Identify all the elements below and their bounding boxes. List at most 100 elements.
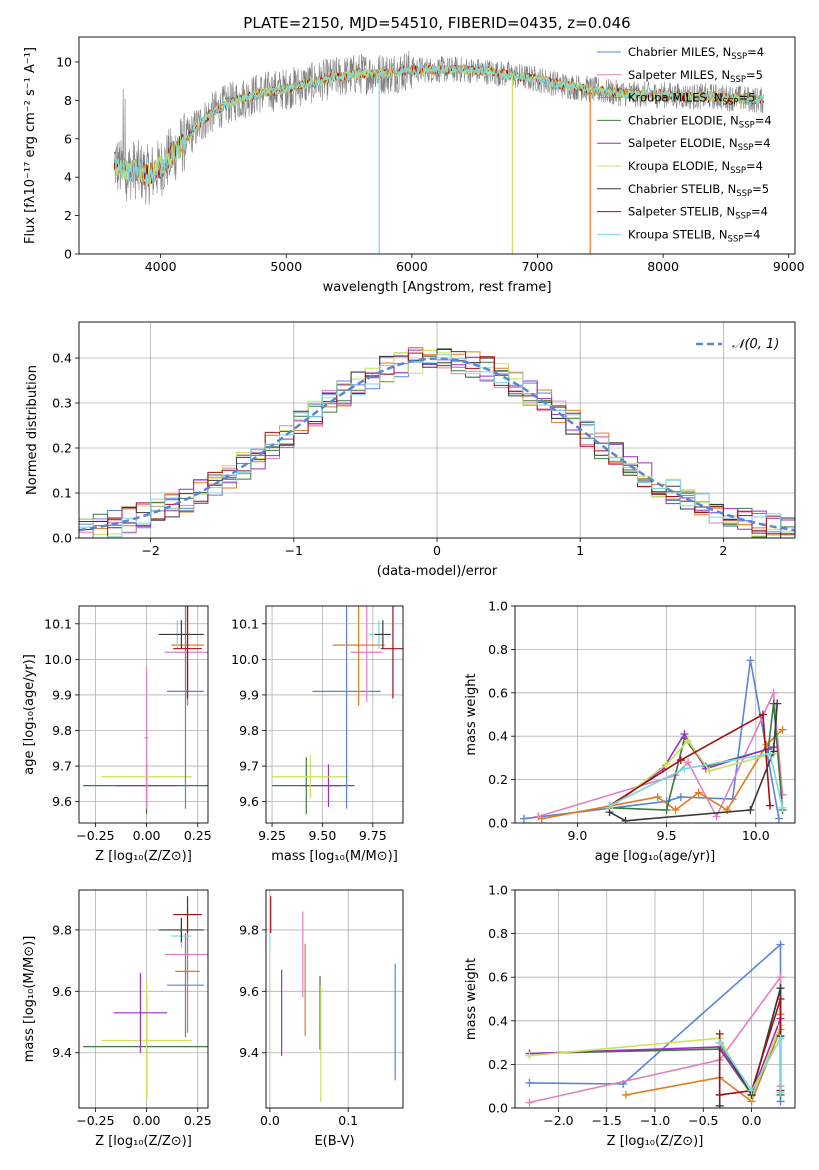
age_vs_Z-ytick-label: 10.0 — [44, 652, 72, 667]
legend-entry: Chabrier STELIB, NSSP=5 — [628, 182, 769, 199]
mass-weight-marker — [680, 764, 689, 773]
residuals-ylabel: Normed distribution — [25, 365, 40, 495]
mass_weight_vs_Z-xtick-label: 0.0 — [742, 1113, 762, 1128]
age_vs_mass-axes: 9.25 9.50 9.75 9.6 9.7 9.8 9.9 10.0 10.1 mass [lo… — [231, 606, 403, 864]
plots-group: 4000 5000 6000 7000 8000 90000246810wavelengt… — [22, 36, 805, 1149]
mass-weight-marker — [758, 710, 767, 719]
mass_vs_ebv-axes: 0.0 0.1 9.4 9.6 9.8 E(B-V) — [239, 890, 403, 1149]
mass-weight-line — [537, 689, 784, 819]
mass-weight-marker — [653, 792, 662, 801]
spectrum-xtick-label: 5000 — [270, 259, 302, 274]
mass_vs_ebv-ytick-label: 9.6 — [239, 984, 259, 999]
age_vs_mass-points — [272, 606, 403, 815]
mass-weight-marker — [605, 801, 614, 810]
age_vs_Z-ytick-label: 9.7 — [52, 759, 72, 774]
mass-weight-marker — [676, 792, 685, 801]
mass-weight-marker — [519, 814, 528, 823]
mass_vs_Z-xtick-label: −0.25 — [76, 1113, 114, 1128]
legend-entry: Salpeter ELODIE, NSSP=4 — [628, 136, 771, 153]
mass_weight_vs_Z-ylabel: mass weight — [464, 958, 479, 1040]
mass_vs_ebv-ytick-label: 9.8 — [239, 922, 259, 937]
legend-entry: Salpeter MILES, NSSP=5 — [628, 68, 763, 85]
mass_vs_Z-points — [83, 896, 208, 1099]
spectrum-frame — [78, 36, 796, 255]
legend-entry: Kroupa ELODIE, NSSP=4 — [628, 159, 763, 176]
age_vs_Z-ytick-label: 9.8 — [52, 723, 72, 738]
mass-weight-marker — [671, 805, 680, 814]
age_vs_mass-frame — [265, 605, 404, 824]
mass_weight_vs_Z-xtick-label: −1.0 — [640, 1113, 670, 1128]
spectrum-xlabel: wavelength [Angstrom, rest frame] — [323, 280, 552, 295]
residuals-xtick-label: −2 — [141, 543, 159, 558]
age_vs_Z-xtick-label: 0.00 — [133, 828, 161, 843]
mass_weight_vs_Z-frame — [514, 889, 796, 1109]
age_vs_Z-xtick-label: 0.25 — [184, 828, 212, 843]
spectrum-ytick-label: 4 — [64, 170, 72, 185]
mass-weight-marker — [621, 816, 630, 823]
mass_weight_vs_age-xlabel: age [log₁₀(age/yr)] — [595, 849, 716, 864]
residuals-ytick-label: 0.4 — [52, 351, 72, 366]
age_vs_mass-ytick-label: 9.6 — [239, 794, 259, 809]
legend-entry: Chabrier ELODIE, NSSP=4 — [628, 113, 772, 130]
residuals-xtick-label: −1 — [285, 543, 303, 558]
mass_vs_Z-frame — [78, 889, 209, 1109]
mass_weight_vs_Z-xtick-label: −2.0 — [543, 1113, 573, 1128]
mass-weight-marker — [776, 940, 785, 949]
mass-weight-marker — [766, 801, 775, 810]
residuals-hist — [79, 347, 795, 538]
mass_vs_ebv-xtick-label: 0.0 — [260, 1113, 280, 1128]
legend-entry: Salpeter STELIB, NSSP=4 — [628, 205, 768, 222]
residuals-xlabel: (data-model)/error — [377, 564, 498, 579]
mass-weight-marker — [705, 766, 714, 775]
mass-weight-marker — [776, 1088, 785, 1097]
normal-legend-label: 𝒩(0, 1) — [732, 337, 779, 352]
spectrum-ytick-label: 2 — [64, 208, 72, 223]
spectrum-xtick-label: 4000 — [145, 259, 177, 274]
age_vs_Z-ytick-label: 9.6 — [52, 794, 72, 809]
spectrum-ytick-label: 0 — [64, 247, 72, 262]
spectrum-model-line-kroupa_stelib — [113, 64, 764, 185]
mass_vs_ebv-points — [269, 896, 396, 1102]
mass-weight-marker — [776, 1034, 785, 1043]
mass_weight_vs_Z-ytick-label: 0.4 — [488, 1013, 508, 1028]
mass-weight-marker — [715, 1038, 724, 1047]
mass_vs_Z-ylabel: mass [log₁₀(M/M⊙)] — [22, 936, 37, 1063]
legend-entry: Kroupa MILES, NSSP=5 — [628, 91, 755, 108]
mass_vs_Z-xlabel: Z [log₁₀(Z/Z⊙)] — [95, 1134, 192, 1149]
legend-entry: Kroupa STELIB, NSSP=4 — [628, 227, 760, 244]
spectrum-xtick-label: 8000 — [647, 259, 679, 274]
spectrum-legend: Chabrier MILES, NSSP=4 Salpeter MILES, NS… — [597, 45, 772, 244]
mass-weight-line — [529, 1018, 782, 1097]
mass-weight-marker — [662, 805, 671, 814]
mass_weight_vs_Z-xtick-label: −1.5 — [592, 1113, 622, 1128]
mass-weight-line — [609, 713, 771, 807]
mass-weight-marker — [683, 758, 692, 767]
age_vs_mass-ytick-label: 9.9 — [239, 687, 259, 702]
mass-weight-line — [719, 1037, 782, 1093]
mass_weight_vs_age-ytick-label: 1.0 — [488, 599, 508, 614]
mass-weight-marker — [776, 995, 785, 1003]
residuals-ytick-label: 0.0 — [52, 531, 72, 546]
age_vs_mass-ytick-label: 10.0 — [231, 652, 259, 667]
figure-title: PLATE=2150, MJD=54510, FIBERID=0435, z=0… — [243, 14, 630, 32]
age_vs_Z-ylabel: age [log₁₀(age/yr)] — [22, 654, 37, 775]
mass-weight-marker — [715, 1101, 724, 1108]
mass-weight-marker — [776, 973, 785, 982]
mass-weight-marker — [746, 656, 755, 665]
spectrum-axes: 4000 5000 6000 7000 8000 9000 0 2 4 6 8 10 wavelengt… — [23, 47, 805, 295]
mass_weight_vs_Z-ytick-label: 1.0 — [488, 883, 508, 898]
spectrum-ytick-label: 10 — [56, 54, 72, 69]
mass_vs_Z-xtick-label: 0.00 — [133, 1113, 161, 1128]
mass_vs_ebv-xlabel: E(B-V) — [314, 1134, 354, 1149]
mass_weight_vs_age-xtick-label: 10.0 — [742, 828, 770, 843]
mass-weight-marker — [676, 756, 685, 765]
age_vs_mass-ytick-label: 10.1 — [231, 616, 259, 631]
mass_weight_vs_Z-ytick-label: 0.2 — [488, 1057, 508, 1072]
mass-weight-line — [609, 752, 784, 808]
mass_weight_vs_Z-ytick-label: 0.8 — [488, 926, 508, 941]
mass-weight-marker — [769, 688, 778, 697]
mass-weight-marker — [683, 736, 692, 745]
age_vs_mass-xlabel: mass [log₁₀(M/M⊙)] — [271, 849, 398, 864]
mass-weight-marker — [747, 1086, 756, 1095]
